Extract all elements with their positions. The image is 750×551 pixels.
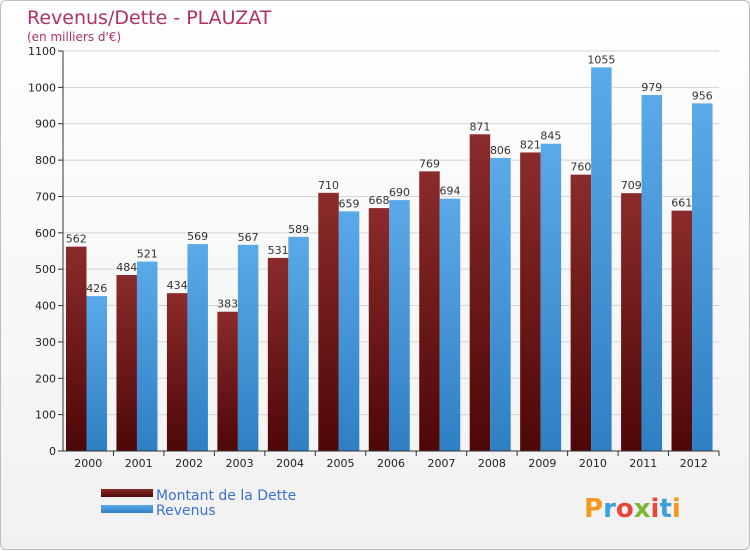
x-tick-label: 2006 — [377, 457, 405, 470]
y-tick-label: 500 — [35, 263, 56, 276]
bar-dette-2004 — [267, 257, 289, 451]
bar-revenus-2008 — [490, 157, 511, 451]
x-tick-label: 2000 — [74, 457, 102, 470]
bar-dette-2005 — [318, 192, 339, 451]
data-label: 709 — [621, 179, 642, 192]
x-tick-label: 2007 — [427, 457, 455, 470]
x-tick-label: 2003 — [226, 457, 254, 470]
data-label: 979 — [641, 81, 662, 94]
bar-dette-2000 — [66, 246, 87, 451]
legend-label-dette: Montant de la Dette — [156, 488, 296, 504]
data-label: 690 — [389, 186, 410, 199]
y-tick-label: 600 — [35, 227, 56, 240]
data-label: 806 — [490, 144, 511, 157]
bar-dette-2011 — [621, 193, 642, 451]
data-label: 562 — [66, 233, 87, 246]
x-tick-label: 2008 — [478, 457, 506, 470]
bar-dette-2008 — [469, 134, 491, 452]
bar-revenus-2009 — [540, 143, 562, 451]
bar-dette-2003 — [217, 311, 238, 451]
bars — [66, 67, 713, 452]
y-tick-label: 400 — [35, 300, 56, 313]
data-label: 383 — [217, 298, 238, 311]
data-label: 589 — [288, 223, 309, 236]
data-label: 569 — [187, 230, 208, 243]
bar-revenus-2003 — [237, 244, 259, 451]
logo-letter: r — [603, 494, 616, 524]
y-tick-label: 300 — [35, 336, 56, 349]
x-tick-label: 2004 — [276, 457, 304, 470]
data-label: 434 — [167, 279, 188, 292]
bar-revenus-2002 — [187, 244, 208, 451]
logo-letter: x — [634, 494, 651, 524]
bar-dette-2009 — [520, 152, 541, 452]
x-tick-label: 2012 — [680, 457, 708, 470]
legend-swatch-revenus — [101, 505, 153, 513]
data-label: 845 — [540, 130, 561, 143]
bar-revenus-2004 — [288, 236, 309, 451]
data-label: 531 — [268, 244, 289, 257]
y-tick-label: 200 — [35, 372, 56, 385]
chart-title: Revenus/Dette - PLAUZAT — [27, 7, 272, 29]
chart-subtitle: (en milliers d'€) — [27, 30, 121, 44]
legend-swatch-dette — [101, 489, 153, 497]
data-label: 760 — [570, 161, 591, 174]
x-tick-label: 2011 — [629, 457, 657, 470]
bar-revenus-2007 — [439, 198, 461, 451]
bar-revenus-2001 — [136, 261, 158, 451]
logo-letter: t — [659, 494, 671, 524]
bar-revenus-2011 — [641, 95, 663, 451]
proxiti-logo: Proxiti — [584, 494, 681, 524]
bar-revenus-2010 — [591, 67, 612, 451]
axes: 0 100 200 300 400 500 600 700 800 900 1000 1100 2000… — [28, 45, 720, 470]
y-tick-label: 700 — [35, 190, 56, 203]
bar-dette-2006 — [368, 208, 390, 451]
bar-revenus-2005 — [338, 211, 360, 451]
data-label: 769 — [419, 157, 440, 170]
x-tick-label: 2005 — [327, 457, 355, 470]
logo-letter: i — [672, 494, 681, 524]
legend-label-revenus: Revenus — [156, 503, 216, 519]
legend: Montant de la Dette Revenus — [101, 488, 296, 519]
data-label: 1055 — [587, 53, 615, 66]
logo-letter: P — [584, 494, 603, 524]
data-label: 694 — [439, 185, 460, 198]
y-tick-label: 1000 — [28, 81, 56, 94]
bar-dette-2007 — [419, 171, 440, 451]
x-tick-label: 2009 — [528, 457, 556, 470]
y-tick-label: 1100 — [28, 45, 56, 58]
data-label: 659 — [339, 197, 360, 210]
data-label: 871 — [469, 120, 490, 133]
data-label: 484 — [116, 261, 137, 274]
x-tick-label: 2002 — [175, 457, 203, 470]
data-label: 821 — [520, 138, 541, 151]
logo-letter: i — [651, 494, 660, 524]
x-tick-label: 2001 — [125, 457, 153, 470]
bar-dette-2002 — [166, 293, 188, 451]
data-label: 521 — [137, 248, 158, 261]
bar-dette-2001 — [116, 275, 137, 451]
data-label: 956 — [692, 89, 713, 102]
bar-dette-2010 — [570, 174, 592, 452]
y-tick-label: 900 — [35, 118, 56, 131]
bar-revenus-2000 — [86, 296, 107, 451]
bar-dette-2012 — [671, 210, 693, 451]
x-tick-label: 2010 — [579, 457, 607, 470]
data-label: 426 — [86, 282, 107, 295]
y-tick-label: 800 — [35, 154, 56, 167]
bar-revenus-2006 — [389, 200, 410, 451]
data-label: 661 — [671, 197, 692, 210]
logo-letter: o — [616, 494, 634, 524]
data-label: 668 — [369, 194, 390, 207]
y-tick-label: 0 — [49, 445, 56, 458]
data-label: 710 — [318, 179, 339, 192]
bar-revenus-2012 — [692, 103, 713, 451]
data-label: 567 — [238, 231, 259, 244]
y-tick-label: 100 — [35, 409, 56, 422]
